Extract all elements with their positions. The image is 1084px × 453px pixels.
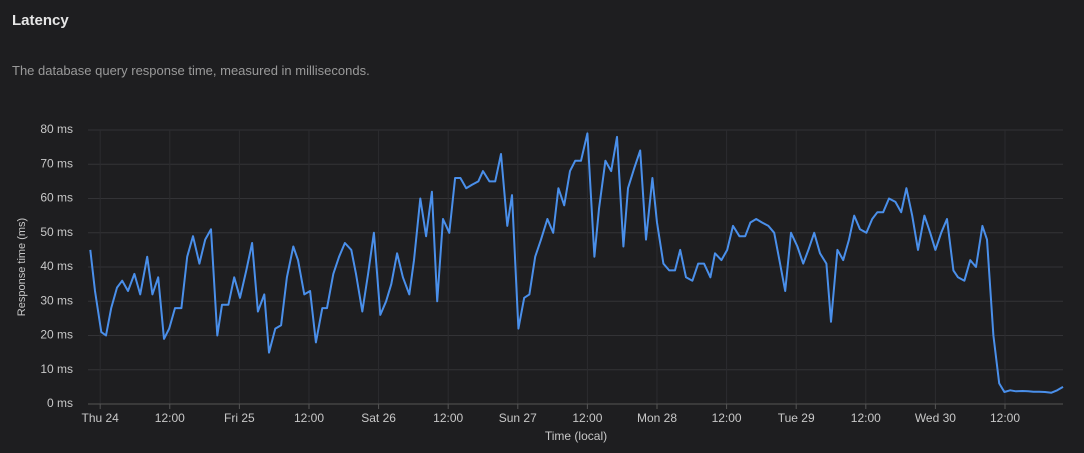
x-tick-label: Mon 28 [637,411,677,425]
y-tick-label: 70 ms [40,156,73,170]
y-tick-label: 0 ms [47,396,73,410]
x-tick-label: 12:00 [851,411,881,425]
x-tick-label: 12:00 [990,411,1020,425]
x-tick-label: Sat 26 [361,411,396,425]
panel-subtitle: The database query response time, measur… [12,63,370,78]
panel-title: Latency [12,12,69,29]
x-tick-label: 12:00 [572,411,602,425]
x-tick-label: 12:00 [712,411,742,425]
x-tick-label: Fri 25 [224,411,255,425]
x-axis-label: Time (local) [545,429,607,443]
x-tick-label: Wed 30 [915,411,956,425]
y-tick-label: 80 ms [40,122,73,136]
x-tick-label: Sun 27 [499,411,537,425]
y-tick-label: 20 ms [40,328,73,342]
x-tick-label: 12:00 [155,411,185,425]
series-line [89,132,1064,394]
x-tick-label: 12:00 [294,411,324,425]
y-tick-label: 60 ms [40,191,73,205]
x-tick-label: Tue 29 [778,411,815,425]
y-axis-label: Response time (ms) [16,218,28,316]
y-tick-label: 40 ms [40,259,73,273]
y-tick-label: 50 ms [40,225,73,239]
x-tick-label: Thu 24 [82,411,120,425]
x-tick-label: 12:00 [433,411,463,425]
y-tick-label: 10 ms [40,362,73,376]
y-tick-label: 30 ms [40,293,73,307]
